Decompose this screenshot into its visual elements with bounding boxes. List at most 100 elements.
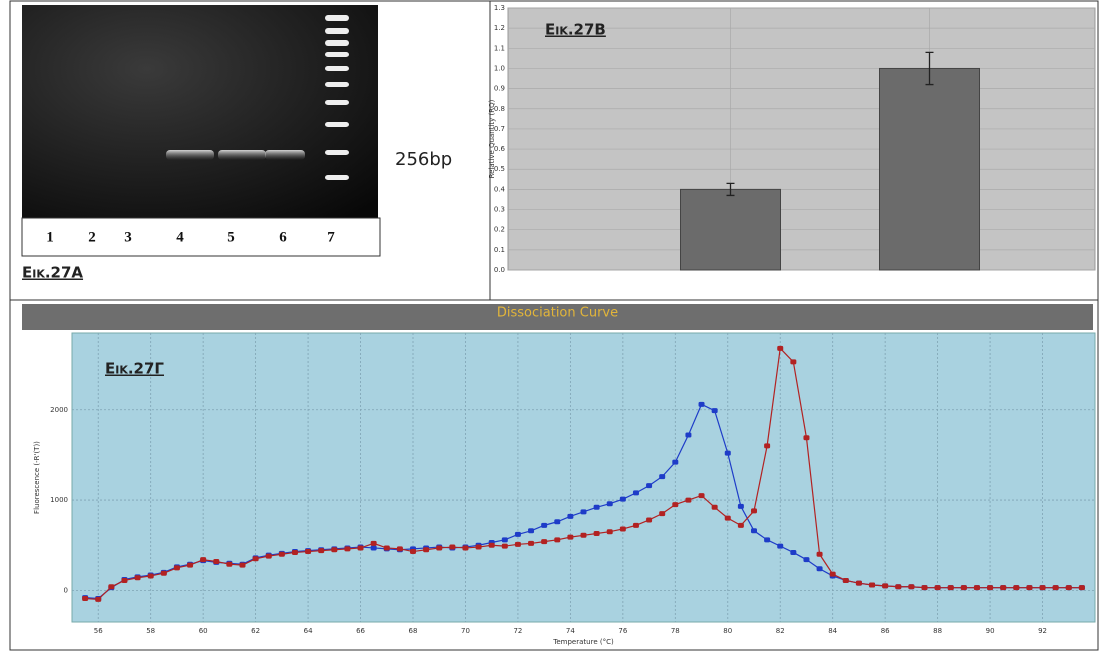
x-tick-label: 70 — [461, 627, 470, 635]
x-tick-label: 62 — [251, 627, 260, 635]
y-tick-label: 0.3 — [494, 206, 505, 214]
lane-label: 7 — [327, 229, 335, 245]
data-point — [934, 585, 941, 591]
data-point — [488, 542, 495, 548]
y-axis-label: Relative Quantity (RQ) — [488, 99, 496, 178]
band-label: 256bp — [395, 149, 452, 170]
data-point — [1013, 585, 1020, 591]
data-point — [895, 584, 902, 590]
data-point — [554, 537, 561, 543]
data-point — [685, 497, 692, 503]
data-point — [659, 474, 666, 480]
y-tick-label: 0.4 — [494, 185, 506, 193]
panel-label: Εικ.27Α — [22, 264, 83, 282]
data-point — [777, 543, 784, 549]
lane-label: 1 — [46, 229, 54, 245]
data-point — [134, 575, 141, 581]
error-bar — [726, 182, 735, 197]
error-bar — [925, 51, 934, 86]
data-point — [580, 509, 587, 515]
data-point — [1026, 585, 1033, 591]
data-point — [764, 537, 771, 543]
gel-image — [22, 5, 378, 218]
data-point — [764, 443, 771, 449]
data-point — [790, 549, 797, 555]
y-tick-label: 0 — [64, 586, 68, 594]
data-point — [95, 596, 102, 602]
data-point — [396, 546, 403, 552]
data-point — [724, 450, 731, 456]
data-point — [632, 522, 639, 528]
y-tick-label: 1.0 — [494, 64, 505, 72]
data-point — [593, 530, 600, 536]
data-point — [698, 493, 705, 499]
data-point — [777, 345, 784, 351]
data-point — [501, 543, 508, 549]
data-point — [855, 580, 862, 586]
x-tick-label: 68 — [409, 627, 418, 635]
data-point — [685, 432, 692, 438]
data-point — [147, 573, 154, 579]
lane-label: 3 — [124, 229, 132, 245]
y-tick-label: 0.8 — [494, 105, 505, 113]
panel-label: Εικ.27Γ — [105, 360, 164, 378]
data-point — [1052, 585, 1059, 591]
y-tick-label: 1.1 — [494, 44, 505, 52]
x-tick-label: 56 — [94, 627, 103, 635]
data-point — [528, 528, 535, 534]
data-point — [331, 547, 338, 553]
data-point — [278, 551, 285, 557]
x-tick-label: 76 — [618, 627, 627, 635]
data-point — [711, 504, 718, 510]
data-point — [291, 549, 298, 555]
data-point — [1065, 585, 1072, 591]
data-point — [921, 585, 928, 591]
data-point — [816, 551, 823, 557]
data-point — [370, 540, 377, 546]
data-point — [121, 577, 128, 583]
chart-title: Dissociation Curve — [497, 306, 618, 321]
data-point — [593, 504, 600, 510]
frame — [9, 0, 1099, 651]
x-tick-label: 84 — [828, 627, 837, 635]
x-axis-label: Temperature (°C) — [552, 638, 614, 646]
lane-label: 2 — [88, 229, 96, 245]
data-point — [646, 483, 653, 489]
data-point — [528, 540, 535, 546]
y-tick-label: 0.0 — [494, 266, 505, 274]
data-point — [751, 528, 757, 534]
data-point — [554, 519, 561, 525]
data-point — [816, 566, 823, 572]
data-point — [475, 544, 482, 550]
data-point — [252, 556, 259, 562]
data-point — [567, 534, 574, 540]
data-point — [803, 435, 810, 441]
data-point — [200, 557, 207, 563]
data-point — [239, 562, 246, 568]
data-point — [882, 583, 889, 589]
data-point — [160, 570, 167, 576]
data-point — [619, 526, 626, 532]
y-tick-label: 1.3 — [494, 4, 505, 12]
data-point — [829, 571, 836, 577]
data-point — [567, 513, 574, 519]
data-point — [1078, 585, 1085, 591]
data-point — [305, 549, 312, 555]
data-point — [108, 584, 115, 590]
x-tick-label: 72 — [513, 627, 522, 635]
data-point — [869, 582, 876, 588]
data-point — [842, 577, 849, 583]
data-point — [82, 596, 89, 602]
data-point — [344, 546, 351, 552]
data-point — [908, 584, 915, 590]
data-point — [751, 508, 757, 514]
data-point — [606, 501, 613, 507]
data-point — [226, 561, 233, 567]
x-tick-label: 66 — [356, 627, 365, 635]
data-point — [987, 585, 994, 591]
title-bar — [22, 304, 1093, 330]
plot-area — [71, 332, 1096, 623]
data-point — [383, 545, 390, 551]
lane-box — [21, 217, 381, 257]
